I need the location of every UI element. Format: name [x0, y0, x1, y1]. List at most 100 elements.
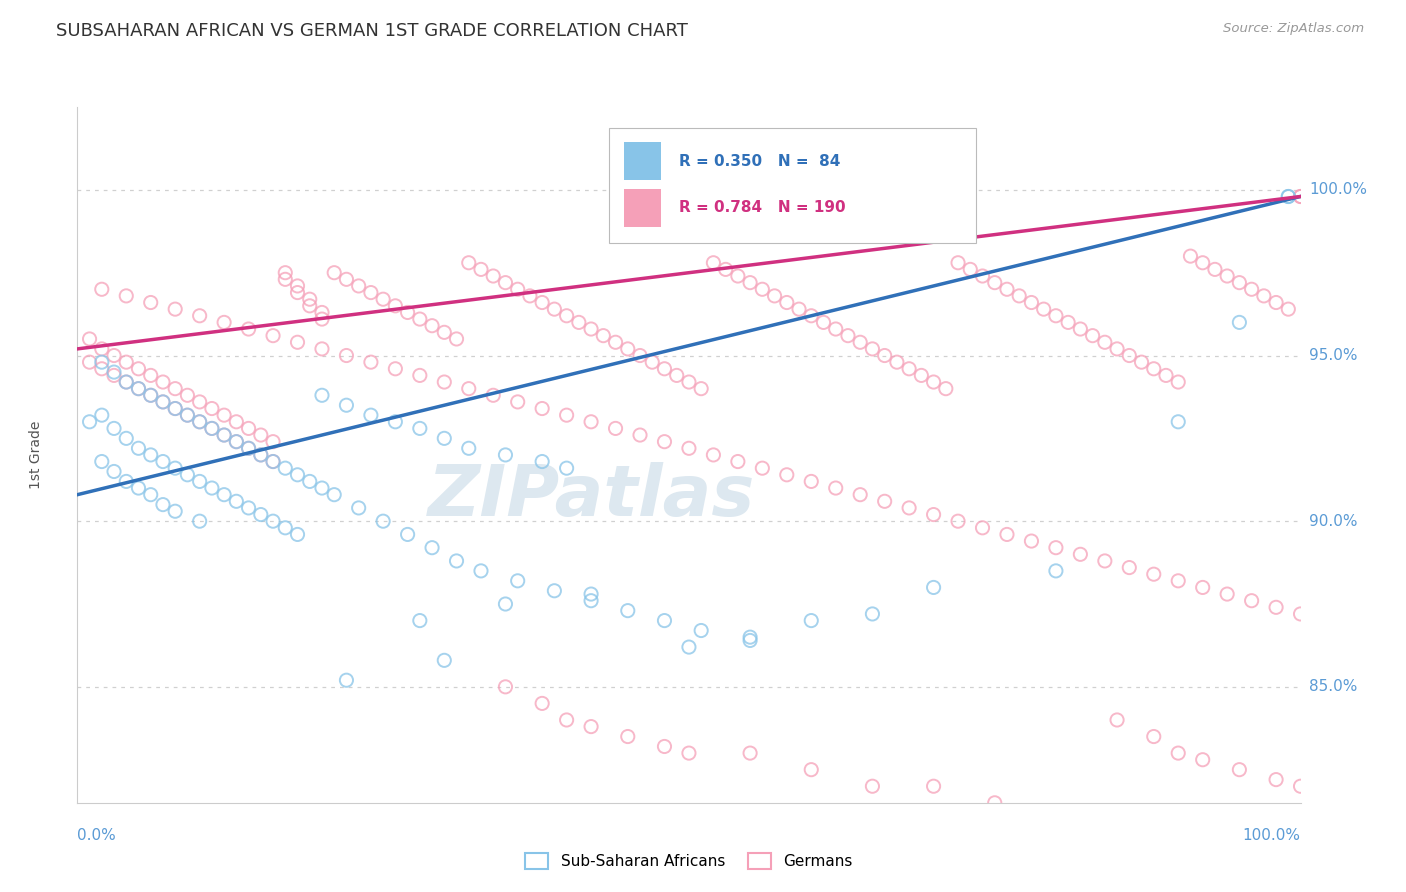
Point	[727, 454, 749, 468]
Point	[201, 481, 224, 495]
Point	[90, 454, 112, 468]
Point	[311, 305, 333, 319]
Point	[274, 521, 297, 535]
Text: SUBSAHARAN AFRICAN VS GERMAN 1ST GRADE CORRELATION CHART: SUBSAHARAN AFRICAN VS GERMAN 1ST GRADE C…	[56, 22, 688, 40]
Point	[579, 587, 602, 601]
Point	[139, 388, 162, 402]
Point	[139, 368, 162, 383]
Point	[225, 434, 247, 449]
Point	[776, 295, 799, 310]
Point	[384, 299, 406, 313]
Point	[287, 285, 309, 300]
Point	[409, 421, 432, 435]
Point	[862, 342, 884, 356]
Point	[751, 282, 773, 296]
Point	[250, 448, 273, 462]
Point	[751, 461, 773, 475]
Point	[103, 368, 125, 383]
Point	[1045, 541, 1067, 555]
Point	[115, 289, 138, 303]
Point	[115, 375, 138, 389]
Point	[800, 309, 823, 323]
Point	[678, 442, 700, 456]
Point	[225, 415, 247, 429]
Point	[617, 342, 640, 356]
Point	[1008, 289, 1031, 303]
Point	[457, 256, 479, 270]
Point	[335, 398, 357, 412]
Point	[1216, 268, 1239, 283]
Point	[262, 454, 284, 468]
Point	[690, 382, 713, 396]
Point	[1265, 295, 1288, 310]
Point	[984, 276, 1007, 290]
Point	[212, 428, 235, 442]
Point	[127, 442, 149, 456]
FancyBboxPatch shape	[609, 128, 976, 243]
Point	[347, 500, 370, 515]
Point	[946, 256, 969, 270]
Point	[165, 504, 187, 518]
Point	[1204, 262, 1226, 277]
Point	[165, 401, 187, 416]
Point	[371, 292, 394, 306]
Point	[360, 408, 382, 422]
Point	[457, 442, 479, 456]
Point	[1191, 581, 1213, 595]
Point	[103, 465, 125, 479]
Point	[1277, 302, 1299, 317]
Text: 100.0%: 100.0%	[1309, 182, 1367, 197]
FancyBboxPatch shape	[624, 142, 661, 180]
Point	[740, 746, 762, 760]
Point	[433, 653, 456, 667]
Point	[1057, 315, 1080, 329]
Text: 95.0%: 95.0%	[1309, 348, 1357, 363]
Point	[152, 498, 174, 512]
Point	[250, 508, 273, 522]
Point	[212, 488, 235, 502]
Point	[188, 475, 211, 489]
Point	[360, 285, 382, 300]
Text: Source: ZipAtlas.com: Source: ZipAtlas.com	[1223, 22, 1364, 36]
Point	[1253, 289, 1275, 303]
Point	[837, 328, 859, 343]
Point	[165, 302, 187, 317]
Point	[531, 295, 554, 310]
Point	[592, 328, 614, 343]
Point	[212, 428, 235, 442]
Point	[1107, 342, 1129, 356]
Point	[665, 368, 688, 383]
Point	[654, 739, 676, 754]
Point	[127, 382, 149, 396]
Point	[555, 408, 578, 422]
Point	[1229, 763, 1251, 777]
Point	[188, 395, 211, 409]
Point	[506, 395, 529, 409]
Point	[862, 607, 884, 621]
Point	[335, 349, 357, 363]
Point	[995, 282, 1018, 296]
Point	[396, 305, 419, 319]
Point	[1143, 361, 1166, 376]
Point	[519, 289, 541, 303]
Point	[800, 763, 823, 777]
Point	[433, 431, 456, 445]
Point	[384, 361, 406, 376]
Point	[654, 361, 676, 376]
Point	[495, 448, 517, 462]
Point	[212, 408, 235, 422]
Point	[1180, 249, 1202, 263]
Legend: Sub-Saharan Africans, Germans: Sub-Saharan Africans, Germans	[519, 847, 859, 875]
Point	[79, 415, 101, 429]
Point	[188, 415, 211, 429]
Point	[1154, 368, 1177, 383]
Point	[433, 326, 456, 340]
Point	[139, 488, 162, 502]
Point	[531, 401, 554, 416]
Point	[495, 597, 517, 611]
Point	[115, 355, 138, 369]
Point	[946, 514, 969, 528]
Point	[740, 630, 762, 644]
Point	[1167, 746, 1189, 760]
Point	[1229, 315, 1251, 329]
